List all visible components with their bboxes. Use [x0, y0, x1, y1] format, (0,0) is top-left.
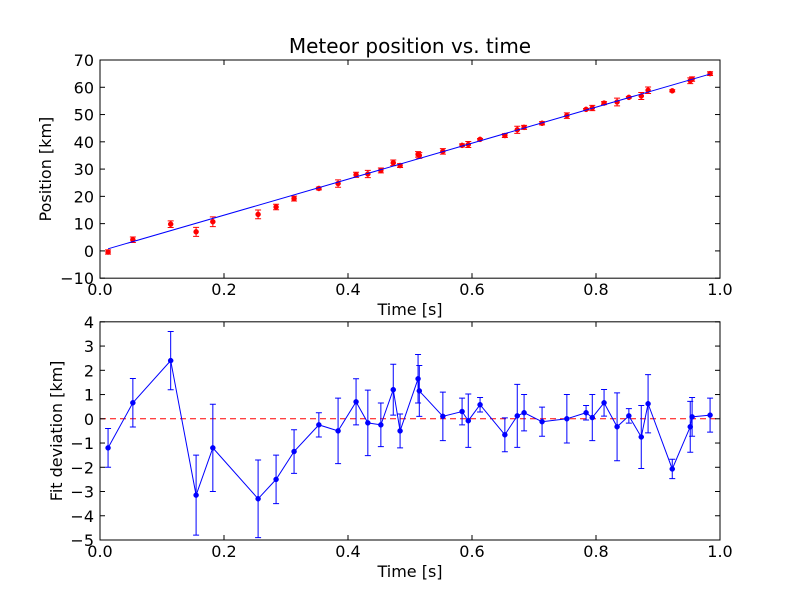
y-tick-label: 20 [74, 187, 94, 206]
deviation-point [365, 420, 371, 426]
position-point [210, 218, 216, 225]
position-point [273, 204, 279, 210]
deviation-point [105, 445, 111, 451]
y-tick-label: 30 [74, 160, 94, 179]
x-tick-label: 1.0 [707, 542, 732, 561]
position-point [193, 229, 199, 235]
deviation-point [459, 408, 465, 415]
position-point [167, 221, 174, 227]
x-axis-label: Time [s] [376, 562, 442, 581]
position-point [669, 88, 676, 94]
deviation-point [335, 428, 341, 434]
x-tick-label: 1.0 [707, 280, 732, 299]
y-tick-label: 70 [74, 51, 94, 70]
deviation-point [687, 424, 693, 430]
deviation-point [415, 376, 421, 382]
y-tick-label: 2 [84, 361, 94, 380]
y-axis-label: Fit deviation [km] [47, 361, 66, 502]
deviation-point [416, 388, 423, 394]
deviation-point [614, 424, 620, 430]
y-tick-label: −10 [60, 269, 94, 288]
position-point [291, 195, 297, 202]
y-tick-label: −4 [70, 507, 94, 526]
deviation-point [273, 476, 279, 483]
deviation-point [601, 400, 607, 406]
x-tick-label: 0.6 [459, 280, 484, 299]
x-tick-label: 0.8 [583, 280, 608, 299]
deviation-point [638, 434, 645, 440]
x-tick-label: 0.4 [335, 280, 360, 299]
plot-area [105, 70, 714, 255]
x-tick-label: 0.6 [459, 542, 484, 561]
deviation-point [193, 492, 199, 498]
y-tick-label: −2 [70, 458, 94, 477]
y-tick-label: 10 [74, 215, 94, 234]
x-tick-label: 0.4 [335, 542, 360, 561]
deviation-point [440, 413, 446, 420]
position-point [255, 211, 261, 218]
y-tick-label: 1 [84, 386, 94, 405]
x-tick-label: 0.0 [87, 280, 112, 299]
deviation-point [390, 386, 397, 393]
deviation-point [477, 401, 483, 408]
deviation-point [564, 416, 570, 422]
deviation-point [353, 399, 359, 405]
position-axes: Meteor position vs. time Time [s] Positi… [36, 34, 733, 319]
deviation-point [130, 400, 136, 406]
position-point [105, 249, 111, 255]
y-tick-label: 3 [84, 337, 94, 356]
deviation-point [210, 445, 216, 451]
y-tick-label: 0 [84, 242, 94, 261]
deviation-point [255, 496, 261, 502]
chart-title: Meteor position vs. time [289, 34, 531, 58]
position-point [707, 70, 713, 77]
deviation-point [583, 409, 589, 416]
deviation-point [502, 432, 508, 438]
x-tick-label: 0.8 [583, 542, 608, 561]
fit-line [107, 73, 711, 250]
y-tick-label: 4 [84, 313, 94, 332]
deviation-point [397, 428, 403, 434]
x-tick-label: 0.2 [211, 280, 236, 299]
deviation-point [316, 422, 322, 428]
deviation-point [669, 466, 676, 472]
deviation-point [645, 401, 651, 407]
deviation-point [626, 413, 632, 419]
deviation-point [521, 409, 527, 416]
y-tick-label: 50 [74, 106, 94, 125]
x-axis-label: Time [s] [376, 300, 442, 319]
y-axis-label: Position [km] [36, 117, 55, 222]
y-tick-label: −1 [70, 434, 94, 453]
position-point [416, 152, 423, 159]
deviation-point [689, 414, 695, 420]
axes-frame [99, 321, 721, 541]
deviation-point [167, 357, 174, 364]
y-tick-label: 40 [74, 133, 94, 152]
deviation-point [465, 417, 472, 424]
deviation-point [589, 414, 596, 421]
deviation-point [514, 413, 521, 419]
y-tick-label: 60 [74, 78, 94, 97]
deviation-axes: Time [s] Fit deviation [km] 0.0 0.2 0.4 0.6… [47, 313, 733, 581]
plot-area [100, 331, 720, 539]
deviation-point [291, 448, 297, 455]
position-point [390, 160, 397, 166]
deviation-point [378, 422, 384, 428]
y-tick-label: −5 [70, 531, 94, 550]
x-tick-label: 0.0 [87, 542, 112, 561]
x-tick-label: 0.2 [211, 542, 236, 561]
y-tick-label: −3 [70, 483, 94, 502]
y-tick-label: 0 [84, 410, 94, 429]
plot-background [100, 60, 720, 279]
deviation-point [707, 412, 713, 418]
plot-background [100, 321, 720, 540]
deviation-point [539, 418, 545, 425]
